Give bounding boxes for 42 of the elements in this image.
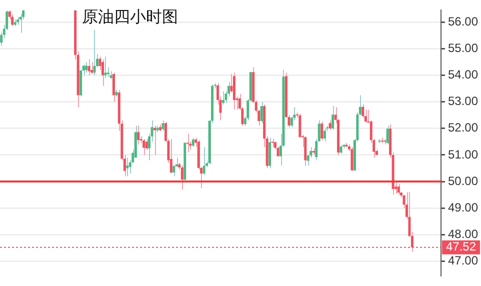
candlestick [192, 137, 194, 148]
candlestick [154, 125, 156, 156]
y-tick-label: 52.00 [448, 120, 478, 135]
y-tick-label: 56.00 [448, 14, 478, 28]
y-tick-label: 54.00 [448, 68, 478, 82]
candlestick [112, 72, 115, 102]
candlestick [101, 58, 104, 86]
candlestick [90, 61, 93, 74]
ref-line-label: 47.52 [446, 240, 476, 254]
y-tick-label: 50.00 [448, 174, 478, 188]
candlestick [298, 113, 302, 138]
candlestick [106, 66, 110, 78]
candlestick [202, 146, 206, 176]
y-tick-label: 53.00 [448, 94, 478, 108]
candlestick [126, 157, 129, 177]
candlestick [328, 120, 332, 130]
y-tick-label: 49.00 [448, 200, 478, 214]
candlestick [11, 14, 14, 27]
candlestick [362, 104, 364, 118]
candlestick [104, 56, 107, 78]
candlestick [260, 101, 263, 124]
candlestick [186, 133, 189, 153]
chart-title: 原油四小时图 [82, 7, 178, 26]
candlestick [332, 105, 334, 130]
candlestick [350, 146, 354, 172]
y-tick-label: 48.00 [448, 226, 478, 241]
candlestick [180, 165, 184, 190]
candlestick [320, 121, 324, 141]
candlestick [170, 138, 172, 174]
candlestick [137, 125, 140, 145]
candlestick [172, 165, 176, 177]
candlestick [85, 61, 88, 74]
candlestick [304, 136, 307, 166]
candlestick [222, 90, 224, 105]
candlestick [162, 120, 164, 132]
candlestick [142, 138, 146, 156]
candlestick [268, 137, 272, 169]
candlestick [232, 72, 236, 110]
y-tick-label: 47.00 [448, 254, 478, 268]
y-tick-label: 55.00 [448, 41, 478, 56]
y-tick-label: 51.00 [448, 147, 478, 162]
candlestick [323, 128, 326, 142]
